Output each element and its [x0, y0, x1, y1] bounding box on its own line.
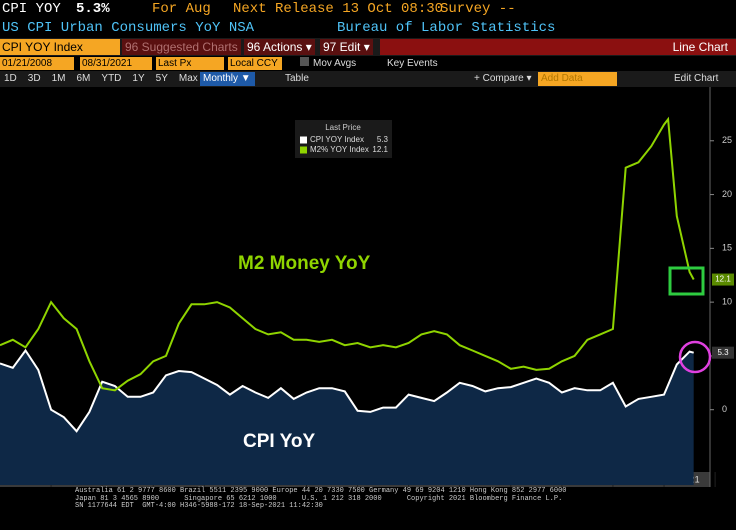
- period-button[interactable]: Max: [178, 73, 198, 84]
- y-tick-label: 20: [722, 189, 732, 199]
- legend-label: CPI YOY Index: [310, 135, 364, 144]
- legend-box: [295, 120, 392, 158]
- chart: 0510152025200820092010201120122013201420…: [0, 87, 734, 487]
- mov-avgs[interactable]: Mov Avgs: [313, 58, 357, 69]
- add-data[interactable]: Add Data: [538, 72, 617, 86]
- frequency[interactable]: Monthly ▼: [200, 72, 255, 86]
- footer-line: Australia 61 2 9777 8600 Brazil 5511 239…: [75, 487, 567, 495]
- next-release: Next Release 13 Oct 08:30: [233, 1, 444, 17]
- legend-value: 12.1: [372, 145, 388, 154]
- legend-swatch: [300, 136, 307, 144]
- period-button[interactable]: YTD: [101, 73, 122, 84]
- last-value: 5.3%: [76, 1, 110, 17]
- legend-title: Last Price: [325, 123, 361, 132]
- price-tag: 5.3: [717, 348, 729, 357]
- y-tick-label: 25: [722, 135, 732, 145]
- chart-type[interactable]: Line Chart: [380, 39, 736, 55]
- highlight-circle: [678, 340, 712, 374]
- footer-line: Japan 81 3 4565 8900 Singapore 65 6212 1…: [75, 494, 563, 503]
- description: US CPI Urban Consumers YoY NSA: [2, 20, 255, 36]
- period-button[interactable]: 5Y: [155, 73, 168, 84]
- period-button[interactable]: 6M: [76, 73, 91, 84]
- price-tag: 12.1: [715, 275, 731, 284]
- survey: Survey --: [440, 1, 516, 17]
- table-button[interactable]: Table: [285, 73, 309, 84]
- edit-menu[interactable]: 97 Edit ▾: [320, 39, 373, 55]
- footer: Australia 61 2 9777 8600 Brazil 5511 239…: [75, 487, 567, 511]
- annotation: CPI YoY: [243, 431, 315, 452]
- y-tick-label: 0: [722, 404, 727, 414]
- legend-value: 5.3: [377, 135, 389, 144]
- security-field[interactable]: CPI YOY Index: [0, 39, 120, 55]
- y-tick-label: 10: [722, 297, 732, 307]
- source: Bureau of Labor Statistics: [337, 20, 556, 36]
- legend-swatch: [300, 146, 307, 154]
- line: [0, 116, 695, 392]
- period-button[interactable]: 1D: [4, 73, 17, 84]
- price-tag-bg: [712, 346, 734, 359]
- period-button[interactable]: 1M: [51, 73, 66, 84]
- currency-field[interactable]: Local CCY: [228, 57, 282, 70]
- price-field[interactable]: Last Px: [156, 57, 224, 70]
- compare-button[interactable]: + Compare ▾: [474, 73, 532, 84]
- end-date[interactable]: 08/31/2021: [80, 57, 152, 70]
- start-date[interactable]: 01/21/2008: [0, 57, 74, 70]
- edit-chart[interactable]: Edit Chart: [674, 73, 719, 84]
- y-tick-label: 15: [722, 243, 732, 253]
- annotation: M2 Money YoY: [238, 253, 371, 274]
- key-events[interactable]: Key Events: [387, 58, 438, 69]
- period: For Aug: [152, 1, 211, 17]
- price-tag-bg: [712, 273, 734, 286]
- period-buttons: 1D 3D 1M 6M YTD 1Y 5Y Max: [4, 73, 209, 85]
- period-button[interactable]: 3D: [27, 73, 41, 84]
- period-button[interactable]: 1Y: [132, 73, 145, 84]
- ticker: CPI YOY: [2, 1, 61, 17]
- legend-label: M2% YOY Index: [310, 145, 369, 154]
- checkbox[interactable]: [300, 57, 309, 66]
- suggested-charts[interactable]: 96 Suggested Charts: [122, 39, 241, 55]
- actions-menu[interactable]: 96 Actions ▾: [244, 39, 315, 55]
- footer-line: SN 1177644 EDT GMT-4:00 H346-5988-172 18…: [75, 502, 323, 510]
- area: [0, 350, 694, 485]
- highlight-box: [668, 266, 705, 296]
- legend: Last Price CPI YOY Index 5.3 M2% YOY Index…: [295, 120, 392, 158]
